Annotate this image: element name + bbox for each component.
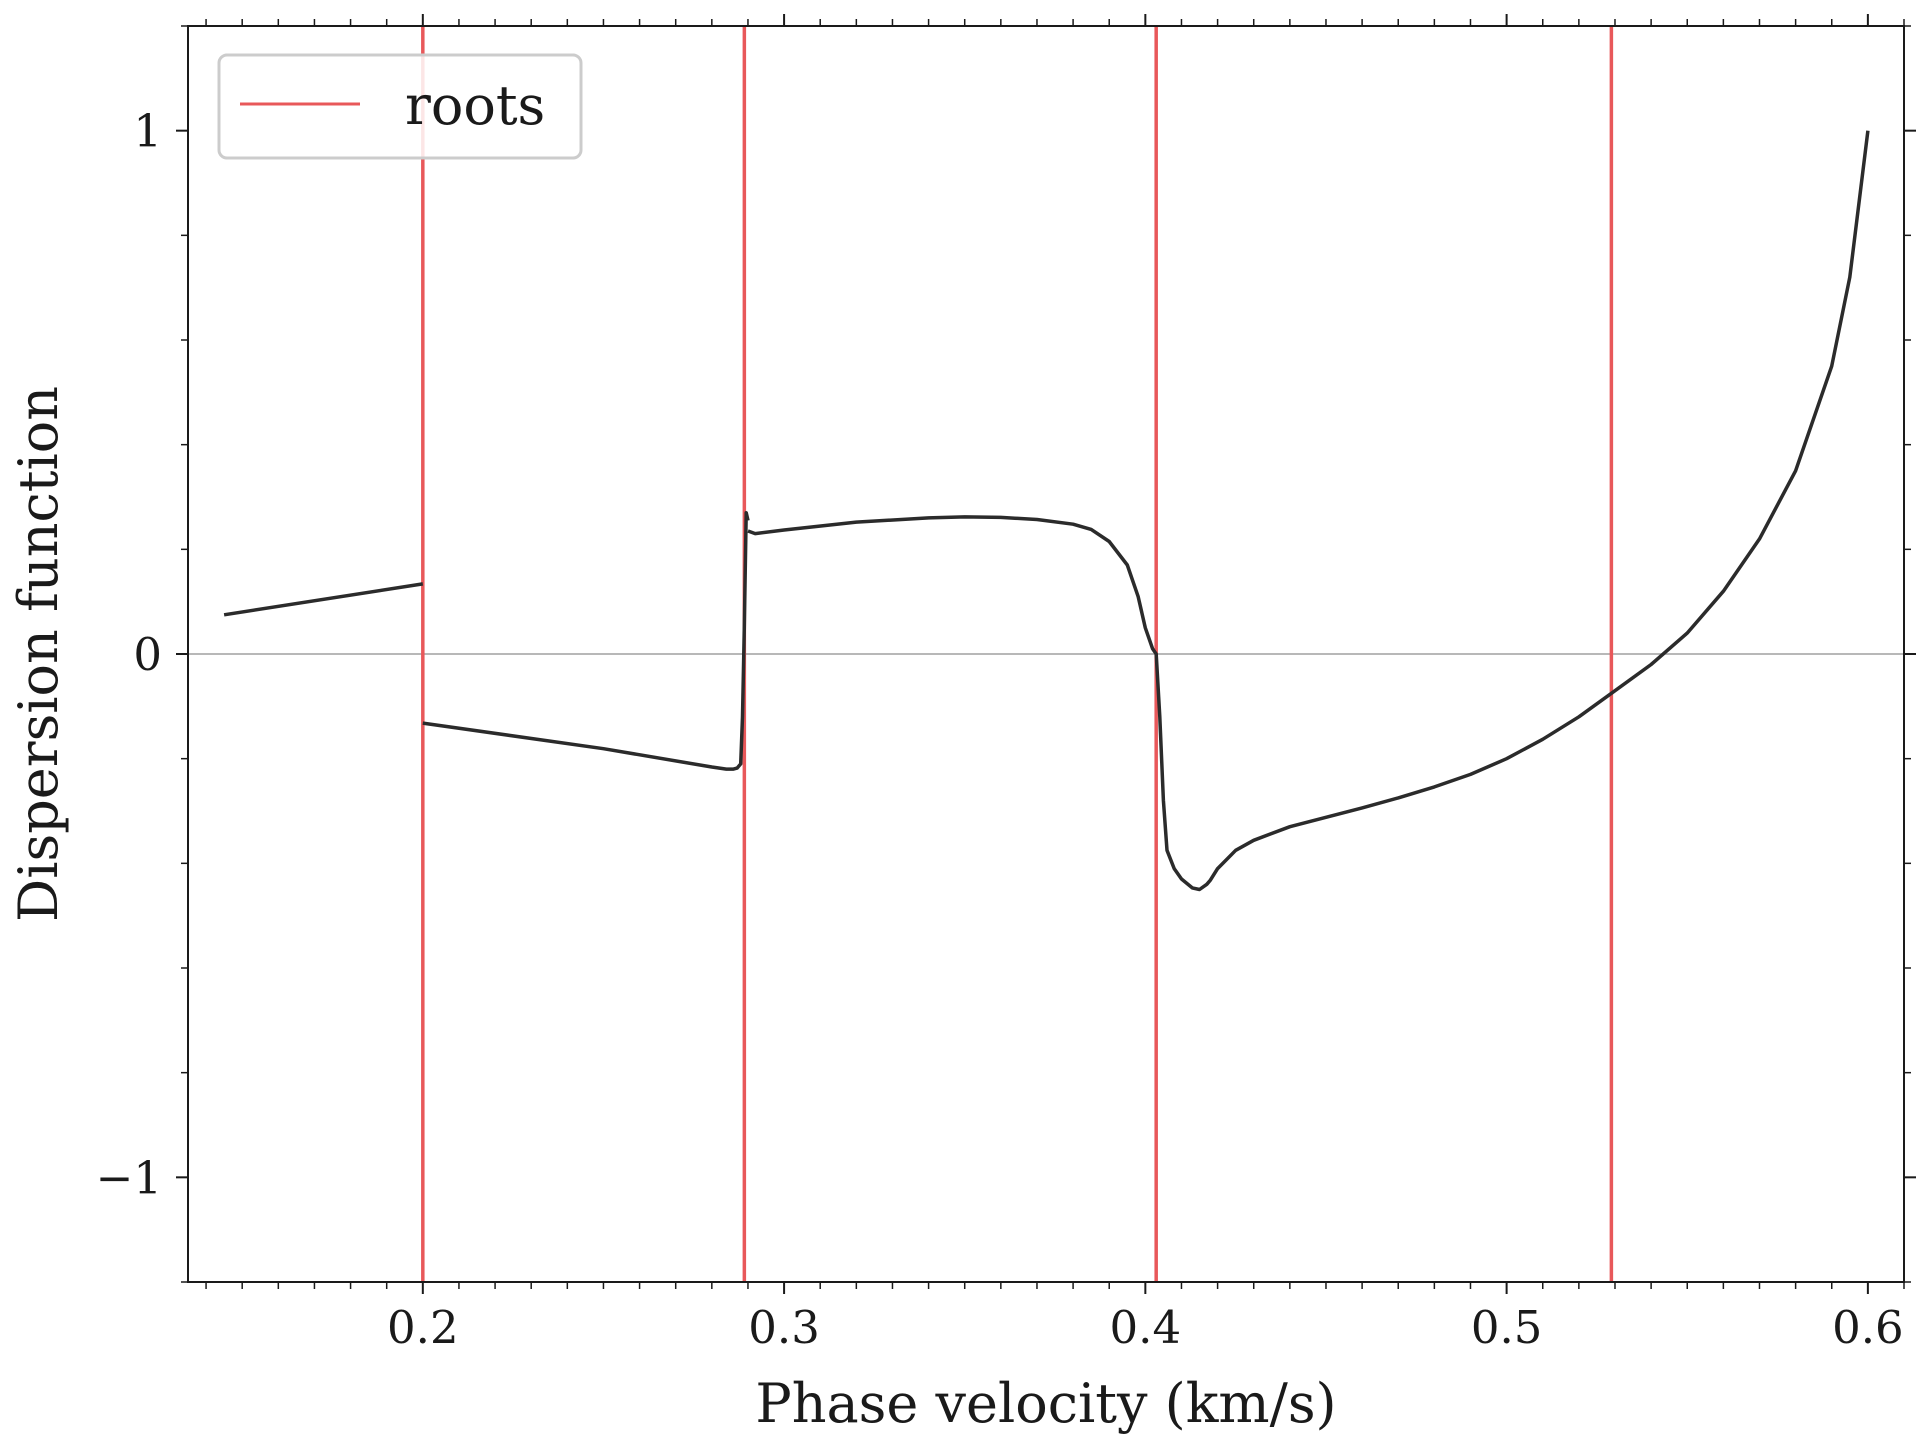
curve-segment-1	[223, 582, 424, 617]
axis-ticks	[176, 14, 1916, 1294]
y-tick-label: 1	[133, 105, 162, 158]
y-axis-label: Dispersion function	[7, 386, 70, 922]
y-tick-label: 0	[133, 628, 162, 681]
x-tick-label: 0.6	[1832, 1301, 1904, 1354]
x-axis-label: Phase velocity (km/s)	[755, 1372, 1336, 1435]
tick-labels: 0.2 0.3 0.4 0.5 0.6 −1 0 1	[96, 105, 1904, 1354]
x-tick-label: 0.3	[748, 1301, 820, 1354]
legend: roots	[217, 53, 583, 160]
x-tick-label: 0.2	[387, 1301, 459, 1354]
curve-segment-2	[422, 510, 750, 771]
y-tick-label: −1	[96, 1151, 162, 1204]
legend-box	[217, 53, 583, 160]
legend-label-roots: roots	[405, 74, 545, 137]
curve-segment-3	[747, 130, 1870, 892]
x-tick-label: 0.5	[1471, 1301, 1543, 1354]
dispersion-curve	[223, 130, 1870, 892]
x-tick-label: 0.4	[1110, 1301, 1182, 1354]
